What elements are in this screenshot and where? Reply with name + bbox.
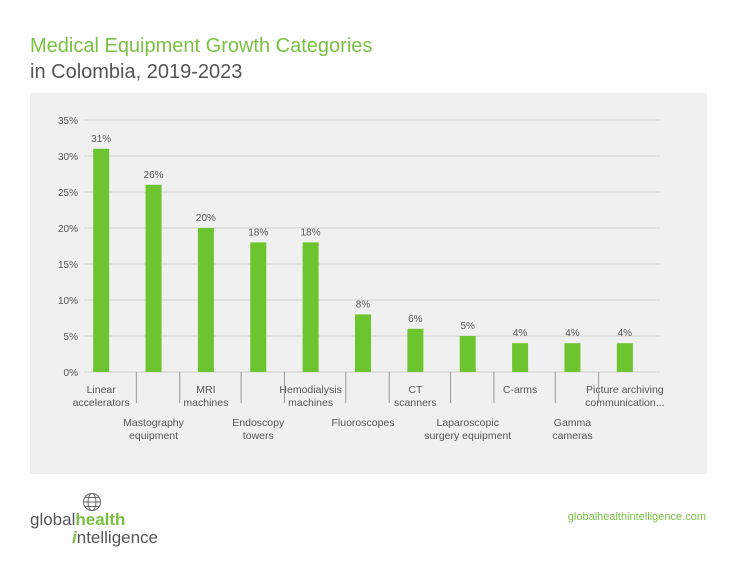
logo-line-2: intelligence <box>72 528 158 548</box>
x-tick-label-line: accelerators <box>73 397 130 409</box>
y-tick-label: 35% <box>58 116 78 127</box>
y-tick-label: 30% <box>58 152 78 163</box>
y-tick-label: 5% <box>64 332 79 343</box>
x-tick-label: Gamma cameras <box>552 417 592 442</box>
x-tick-label: C-arms <box>503 384 537 396</box>
data-label: 26% <box>144 170 164 181</box>
data-label: 8% <box>356 299 371 310</box>
x-tick-label: Endoscopy towers <box>232 417 285 442</box>
data-label: 6% <box>408 314 423 325</box>
x-tick-label-line: Gamma <box>554 417 592 429</box>
x-tick-label: MRI machines <box>183 384 228 409</box>
bar <box>197 228 214 372</box>
x-tick-label-line: Mastography <box>123 417 184 429</box>
bar <box>93 148 110 372</box>
x-tick-label-line: equipment <box>129 430 178 442</box>
y-tick-label: 0% <box>64 368 79 379</box>
x-tick-label-line: Linear <box>87 384 117 396</box>
data-label: 4% <box>565 328 580 339</box>
x-tick-label-line: scanners <box>394 397 437 409</box>
x-tick-label-line: CT <box>408 384 423 396</box>
x-tick-label-line: cameras <box>552 430 592 442</box>
x-tick-label-line: machines <box>183 397 228 409</box>
x-tick-label-line: Hemodialysis <box>279 384 341 396</box>
bar <box>145 184 162 372</box>
bar <box>302 242 319 372</box>
bar <box>250 242 267 372</box>
logo-global: global <box>30 510 76 529</box>
y-tick-label: 20% <box>58 224 78 235</box>
data-label: 4% <box>618 328 633 339</box>
x-tick-label: Laparoscopic surgery equipment <box>424 417 511 442</box>
bar <box>616 343 633 372</box>
chart-panel: 0% 5% 10% 15% 20% 25% 30% 35% 31% Linear accelerat… <box>30 93 707 474</box>
data-label: 4% <box>513 328 528 339</box>
logo-health: health <box>75 510 126 529</box>
bar <box>564 343 581 372</box>
x-tick-label-line: Picture archiving <box>586 384 664 396</box>
data-label: 31% <box>91 134 111 145</box>
x-tick-label-line: Laparoscopic <box>436 417 498 429</box>
bar <box>512 343 529 372</box>
x-tick-label-line: C-arms <box>503 384 537 396</box>
logo-line-1: globalhealth <box>30 510 125 530</box>
y-tick-label: 10% <box>58 296 78 307</box>
bar-chart: 0% 5% 10% 15% 20% 25% 30% 35% 31% Linear accelerat… <box>58 116 665 442</box>
x-tick-label-line: surgery equipment <box>424 430 511 442</box>
data-label: 5% <box>461 321 476 332</box>
x-tick-label-line: MRI <box>196 384 215 396</box>
x-tick-label-line: Endoscopy <box>232 417 285 429</box>
title-block: Medical Equipment Growth Categories in C… <box>30 33 372 85</box>
x-tick-label-line: machines <box>288 397 333 409</box>
bar <box>407 328 424 372</box>
footer-url[interactable]: globalhealthintelligence.com <box>567 511 706 523</box>
x-tick-label-line: towers <box>243 430 274 442</box>
bar <box>355 314 371 372</box>
data-label: 20% <box>196 213 216 224</box>
y-tick-label: 15% <box>58 260 78 271</box>
x-tick-label-line: communication... <box>585 397 664 409</box>
y-tick-label: 25% <box>58 188 78 199</box>
x-tick-label: Mastography equipment <box>123 417 184 442</box>
data-label: 18% <box>301 227 321 238</box>
x-tick-label: Linear accelerators <box>73 384 130 409</box>
chart-subtitle: in Colombia, 2019-2023 <box>30 61 243 83</box>
data-label: 18% <box>248 227 268 238</box>
x-tick-label: Picture archiving communication... <box>585 384 664 409</box>
x-tick-label-line: Fluoroscopes <box>331 417 394 429</box>
chart-title: Medical Equipment Growth Categories <box>30 35 373 57</box>
bar <box>459 336 476 372</box>
x-tick-label: Hemodialysis machines <box>279 384 341 409</box>
logo-i: i <box>72 528 77 547</box>
x-tick-label: Fluoroscopes <box>331 417 394 429</box>
x-tick-label: CT scanners <box>394 384 437 409</box>
logo-intelligence: ntelligence <box>76 528 159 547</box>
globe-icon <box>83 493 101 511</box>
